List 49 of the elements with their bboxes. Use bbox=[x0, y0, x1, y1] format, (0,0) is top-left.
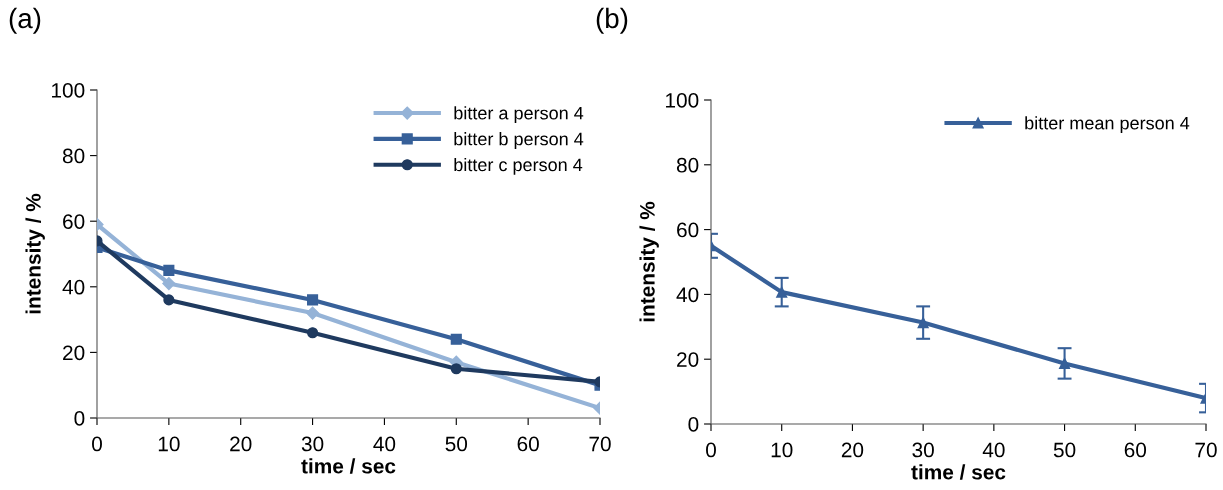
x-tick-label: 10 bbox=[158, 436, 180, 452]
point bbox=[450, 333, 462, 345]
point bbox=[162, 276, 176, 291]
y-tick-label: 80 bbox=[676, 157, 699, 173]
x-tick-label: 70 bbox=[1195, 442, 1217, 458]
x-tick-label: 10 bbox=[771, 442, 793, 458]
y-axis-title: intensity / % bbox=[25, 193, 45, 314]
x-tick-label: 50 bbox=[445, 436, 468, 452]
point bbox=[1059, 357, 1071, 369]
x-tick-label: 0 bbox=[706, 442, 716, 458]
y-tick-label: 20 bbox=[677, 352, 699, 367]
y-tick-label: 80 bbox=[62, 148, 85, 164]
chart-title: (b) bbox=[596, 7, 628, 34]
x-tick-label: 20 bbox=[230, 436, 252, 452]
x-tick-label: 60 bbox=[1124, 442, 1147, 458]
y-tick-label: 60 bbox=[63, 214, 85, 229]
x-axis-title: time / sec bbox=[911, 464, 1006, 480]
point bbox=[307, 294, 319, 306]
legend-label: bitter c person 4 bbox=[454, 157, 583, 175]
x-tick-label: 30 bbox=[301, 436, 324, 452]
y-tick-label: 0 bbox=[74, 411, 85, 426]
x-tick-label: 40 bbox=[982, 442, 1005, 458]
legend-label: bitter mean person 4 bbox=[1025, 116, 1190, 134]
point bbox=[163, 294, 175, 306]
point bbox=[163, 264, 175, 276]
legend-label: bitter a person 4 bbox=[454, 106, 584, 124]
point bbox=[776, 286, 788, 298]
y-tick-label: 40 bbox=[676, 287, 699, 303]
x-tick-label: 20 bbox=[841, 442, 864, 458]
chart-title: (a) bbox=[9, 7, 41, 34]
point bbox=[305, 306, 320, 320]
x-axis-title: time / sec bbox=[301, 458, 396, 474]
point bbox=[917, 317, 929, 329]
y-tick-label: 40 bbox=[62, 279, 85, 295]
x-tick-label: 30 bbox=[912, 442, 934, 458]
x-tick-label: 40 bbox=[373, 436, 396, 452]
x-tick-label: 0 bbox=[92, 436, 102, 452]
y-tick-label: 100 bbox=[52, 83, 85, 98]
legend-label: bitter b person 4 bbox=[454, 132, 584, 149]
point bbox=[450, 363, 462, 375]
y-tick-label: 20 bbox=[63, 345, 85, 361]
point bbox=[307, 327, 319, 339]
y-tick-label: 0 bbox=[688, 417, 699, 432]
y-axis-title: intensity / % bbox=[639, 201, 659, 322]
x-tick-label: 70 bbox=[589, 436, 611, 452]
x-tick-label: 60 bbox=[517, 436, 539, 452]
y-tick-label: 100 bbox=[666, 93, 699, 108]
x-tick-label: 50 bbox=[1053, 442, 1076, 458]
y-tick-label: 60 bbox=[677, 222, 699, 238]
